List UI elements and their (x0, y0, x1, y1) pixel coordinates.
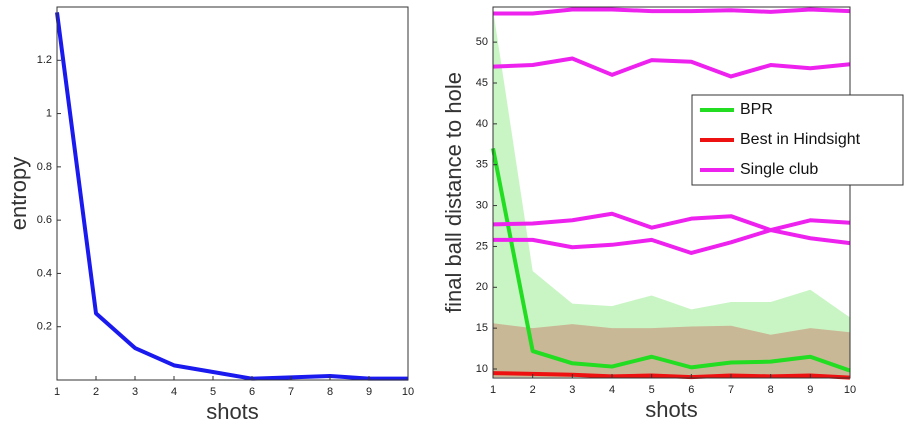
band (493, 323, 850, 378)
x-tick-label: 3 (132, 386, 138, 398)
series-line (492, 371, 851, 380)
x-tick-label: 8 (327, 386, 333, 398)
x-tick-label: 10 (402, 386, 414, 398)
series-line (491, 147, 851, 373)
y-axis-title: final ball distance to hole (441, 72, 466, 313)
x-tick-label: 9 (807, 384, 813, 396)
x-tick-label: 5 (649, 384, 655, 396)
series-line (492, 211, 851, 233)
x-tick-label: 4 (609, 384, 615, 396)
legend-label: Single club (740, 161, 818, 178)
y-tick-label: 10 (476, 363, 488, 375)
y-tick-label: 0.6 (37, 214, 52, 226)
x-tick-label: 7 (288, 386, 294, 398)
legend-label: BPR (740, 101, 773, 118)
x-tick-label: 1 (490, 384, 496, 396)
y-tick-label: 20 (476, 281, 488, 293)
y-axis-title: entropy (6, 157, 31, 230)
x-tick-label: 8 (768, 384, 774, 396)
x-axis-title: shots (645, 397, 698, 422)
y-tick-label: 1.2 (37, 54, 52, 66)
y-tick-label: 50 (476, 36, 488, 48)
x-tick-label: 4 (171, 386, 177, 398)
x-tick-label: 9 (366, 386, 372, 398)
legend-label: Best in Hindsight (740, 131, 861, 148)
x-tick-label: 6 (249, 386, 255, 398)
x-tick-label: 2 (530, 384, 536, 396)
series-line (493, 7, 851, 16)
y-tick-label: 45 (476, 77, 488, 89)
y-tick-label: 0.2 (37, 321, 52, 333)
y-tick-label: 30 (476, 199, 488, 211)
x-axis-title: shots (206, 399, 259, 424)
series-line (492, 56, 851, 79)
series-line (55, 12, 408, 381)
x-tick-label: 3 (569, 384, 575, 396)
x-tick-label: 6 (688, 384, 694, 396)
y-tick-label: 1 (46, 107, 52, 119)
plot-frame (492, 6, 851, 379)
x-tick-label: 7 (728, 384, 734, 396)
y-tick-label: 35 (476, 159, 488, 171)
plot-frame (56, 6, 409, 381)
x-tick-label: 10 (844, 384, 856, 396)
x-tick-label: 5 (210, 386, 216, 398)
x-tick-label: 2 (93, 386, 99, 398)
y-tick-label: 0.8 (37, 161, 52, 173)
y-tick-label: 40 (476, 118, 488, 130)
x-tick-label: 1 (54, 386, 60, 398)
y-tick-label: 0.4 (37, 267, 52, 279)
y-tick-label: 25 (476, 240, 488, 252)
series-line (493, 228, 851, 255)
y-tick-label: 15 (476, 322, 488, 334)
